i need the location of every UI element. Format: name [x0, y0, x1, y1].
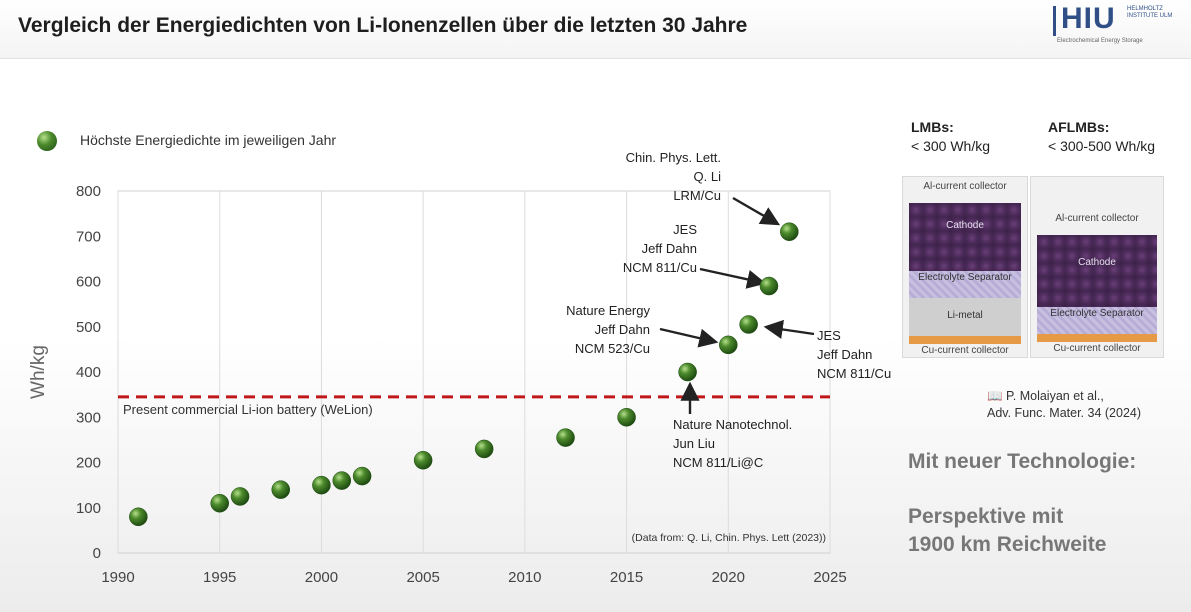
- x-tick-label: 1995: [203, 569, 236, 586]
- annotation-arrow: [659, 327, 719, 348]
- separator-layer: Electrolyte Separator: [909, 271, 1021, 298]
- aflmb-value: < 300-500 Wh/kg: [1048, 138, 1156, 154]
- cu-collector-strip: [1037, 334, 1157, 342]
- legend-marker: [37, 131, 57, 151]
- lmb-cell-diagram: Al-current collector Cathode Electrolyte…: [902, 176, 1028, 358]
- annotation-line: JES: [817, 328, 841, 343]
- citation-journal: Adv. Func. Mater. 34 (2024): [987, 406, 1142, 420]
- x-tick-label: 2000: [305, 569, 338, 586]
- book-icon: 📖: [987, 389, 1007, 403]
- y-tick-label: 300: [76, 409, 101, 426]
- aflmb-title: AFLMBs:: [1048, 119, 1110, 135]
- annotation-line: Nature Nanotechnol.: [673, 417, 792, 432]
- cu-collector-label: Cu-current collector: [921, 345, 1009, 356]
- annotation-line: JES: [673, 222, 697, 237]
- annotation-text: Chin. Phys. Lett. Q. Li LRM/Cu: [626, 150, 721, 203]
- aflmb-cell-diagram: Al-current collector Cathode Electrolyte…: [1030, 176, 1164, 358]
- logo-bar: [1053, 6, 1056, 36]
- cathode-layer: Cathode: [1037, 235, 1157, 307]
- annotation-line: NCM 811/Li@C: [673, 455, 763, 470]
- source-note: (Data from: Q. Li, Chin. Phys. Lett (202…: [632, 532, 826, 544]
- data-point: [719, 335, 738, 355]
- data-point: [739, 315, 758, 334]
- perspective-line-2: 1900 km Reichweite: [908, 533, 1107, 556]
- annotation-line: NCM 523/Cu: [575, 341, 650, 356]
- x-tick-label: 2025: [813, 569, 846, 586]
- annotation-line: Jeff Dahn: [595, 322, 650, 337]
- annotation-line: Jun Liu: [673, 436, 715, 451]
- x-tick-label: 2015: [610, 569, 643, 586]
- lmb-value: < 300 Wh/kg: [911, 138, 990, 154]
- data-point: [617, 408, 636, 427]
- x-tick-label: 2020: [712, 569, 745, 586]
- al-collector-label: Al-current collector: [923, 181, 1007, 192]
- y-tick-label: 700: [76, 228, 101, 245]
- logo-text: HIU: [1061, 2, 1116, 35]
- citation: 📖 P. Molaiyan et al., Adv. Func. Mater. …: [987, 388, 1141, 422]
- perspective-line-1: Perspektive mit: [908, 505, 1064, 528]
- data-point: [759, 276, 779, 296]
- data-point: [312, 475, 331, 495]
- data-point: [556, 428, 575, 447]
- li-metal-layer: Li-metal: [909, 298, 1021, 338]
- annotation-line: LRM/Cu: [673, 188, 721, 203]
- technology-heading: Mit neuer Technologie:: [908, 450, 1137, 473]
- annotation-line: Q. Li: [694, 169, 722, 184]
- y-tick-label: 100: [76, 500, 101, 517]
- annotation-line: Nature Energy: [566, 303, 650, 318]
- cu-collector-strip: [909, 336, 1021, 344]
- hiu-logo: HIU HELMHOLTZ INSTITUTE ULM Electrochemi…: [1053, 2, 1183, 48]
- separator-layer: Electrolyte Separator: [1037, 307, 1157, 334]
- data-point: [352, 466, 372, 486]
- y-axis-label: Wh/kg: [28, 345, 49, 399]
- reference-line-label: Present commercial Li-ion battery (WeLio…: [123, 402, 373, 417]
- annotation-arrow: [699, 267, 767, 289]
- annotation-line: Jeff Dahn: [817, 347, 872, 362]
- annotation-text: Nature Energy Jeff Dahn NCM 523/Cu: [566, 303, 650, 356]
- title-bar: Vergleich der Energiedichten von Li-Ione…: [0, 0, 1191, 59]
- cu-collector-label: Cu-current collector: [1053, 343, 1141, 354]
- annotation-line: NCM 811/Cu: [817, 366, 891, 381]
- y-tick-label: 0: [93, 545, 101, 562]
- data-point: [129, 507, 148, 527]
- annotation-line: Jeff Dahn: [642, 241, 697, 256]
- y-tick-label: 200: [76, 455, 101, 472]
- data-point: [780, 222, 799, 241]
- annotation-text: JES Jeff Dahn NCM 811/Cu: [623, 222, 698, 275]
- al-collector-label: Al-current collector: [1055, 213, 1139, 224]
- annotation-text: JES Jeff Dahn NCM 811/Cu: [817, 328, 891, 381]
- data-point: [678, 362, 697, 382]
- data-point: [474, 439, 494, 459]
- x-tick-label: 1990: [101, 569, 134, 586]
- y-tick-label: 800: [76, 183, 101, 200]
- citation-author: P. Molaiyan et al.,: [1006, 389, 1104, 403]
- y-tick-label: 400: [76, 364, 101, 381]
- annotation-text: Nature Nanotechnol. Jun Liu NCM 811/Li@C: [673, 417, 792, 470]
- data-point: [413, 450, 433, 470]
- logo-subtitle: Electrochemical Energy Storage: [1057, 38, 1143, 44]
- x-tick-label: 2005: [406, 569, 439, 586]
- data-point: [210, 493, 229, 513]
- annotation-line: Chin. Phys. Lett.: [626, 150, 721, 165]
- perspective-text: Perspektive mit 1900 km Reichweite: [908, 503, 1106, 559]
- annotation-line: NCM 811/Cu: [623, 260, 697, 275]
- annotation-arrow: [732, 196, 781, 226]
- aflmb-block: AFLMBs: < 300-500 Wh/kg: [1048, 118, 1155, 156]
- lmb-title: LMBs:: [911, 119, 954, 135]
- lmb-block: LMBs: < 300 Wh/kg: [911, 118, 990, 156]
- page-title: Vergleich der Energiedichten von Li-Ione…: [18, 14, 748, 37]
- y-tick-label: 500: [76, 319, 101, 336]
- logo-side-text: HELMHOLTZ INSTITUTE ULM: [1127, 6, 1173, 19]
- x-tick-label: 2010: [508, 569, 541, 586]
- data-point: [332, 471, 352, 490]
- data-point: [230, 487, 250, 506]
- legend-label: Höchste Energiedichte im jeweiligen Jahr: [80, 132, 337, 148]
- data-point: [271, 480, 290, 499]
- cathode-layer: Cathode: [909, 203, 1021, 271]
- annotation-arrow: [763, 319, 815, 339]
- y-tick-label: 600: [76, 274, 101, 291]
